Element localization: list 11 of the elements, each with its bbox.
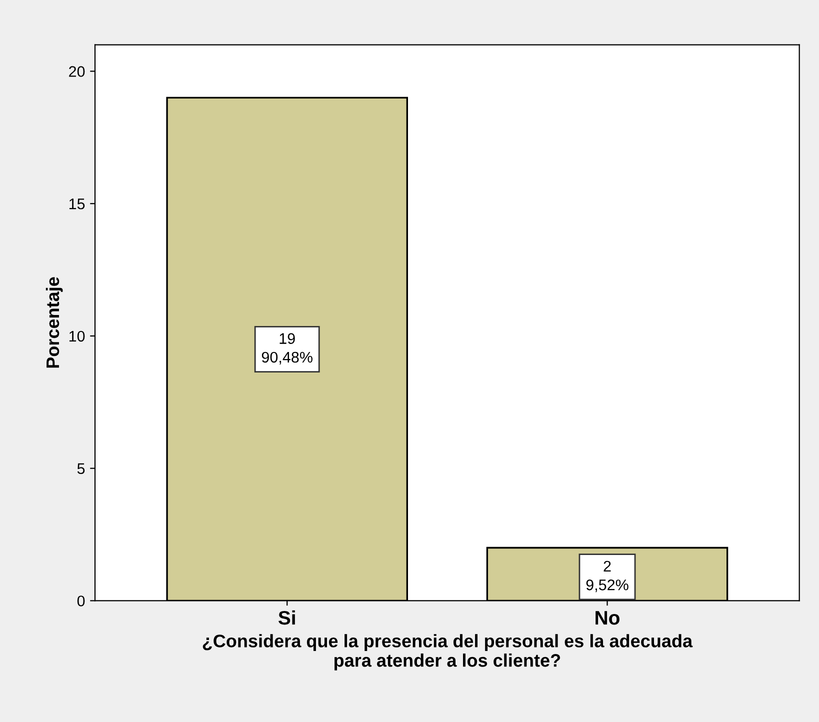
y-tick-label: 0 bbox=[77, 596, 85, 606]
y-tick-label: 20 bbox=[69, 66, 85, 77]
y-tick-label: 5 bbox=[77, 463, 85, 474]
data-label: 19 90,48% bbox=[262, 333, 312, 364]
y-tick-label: 15 bbox=[69, 198, 85, 210]
y-tick-label: 10 bbox=[69, 330, 85, 342]
x-tick-label: Si bbox=[278, 610, 295, 625]
x-tick-label: No bbox=[596, 611, 620, 625]
y-axis-title: Porcentaje bbox=[46, 277, 63, 368]
x-axis-title: ¿Considera que la presencia del personal es la adecuada para atender a los cliente? bbox=[202, 634, 693, 670]
data-label: 2 9,52% bbox=[586, 560, 628, 592]
